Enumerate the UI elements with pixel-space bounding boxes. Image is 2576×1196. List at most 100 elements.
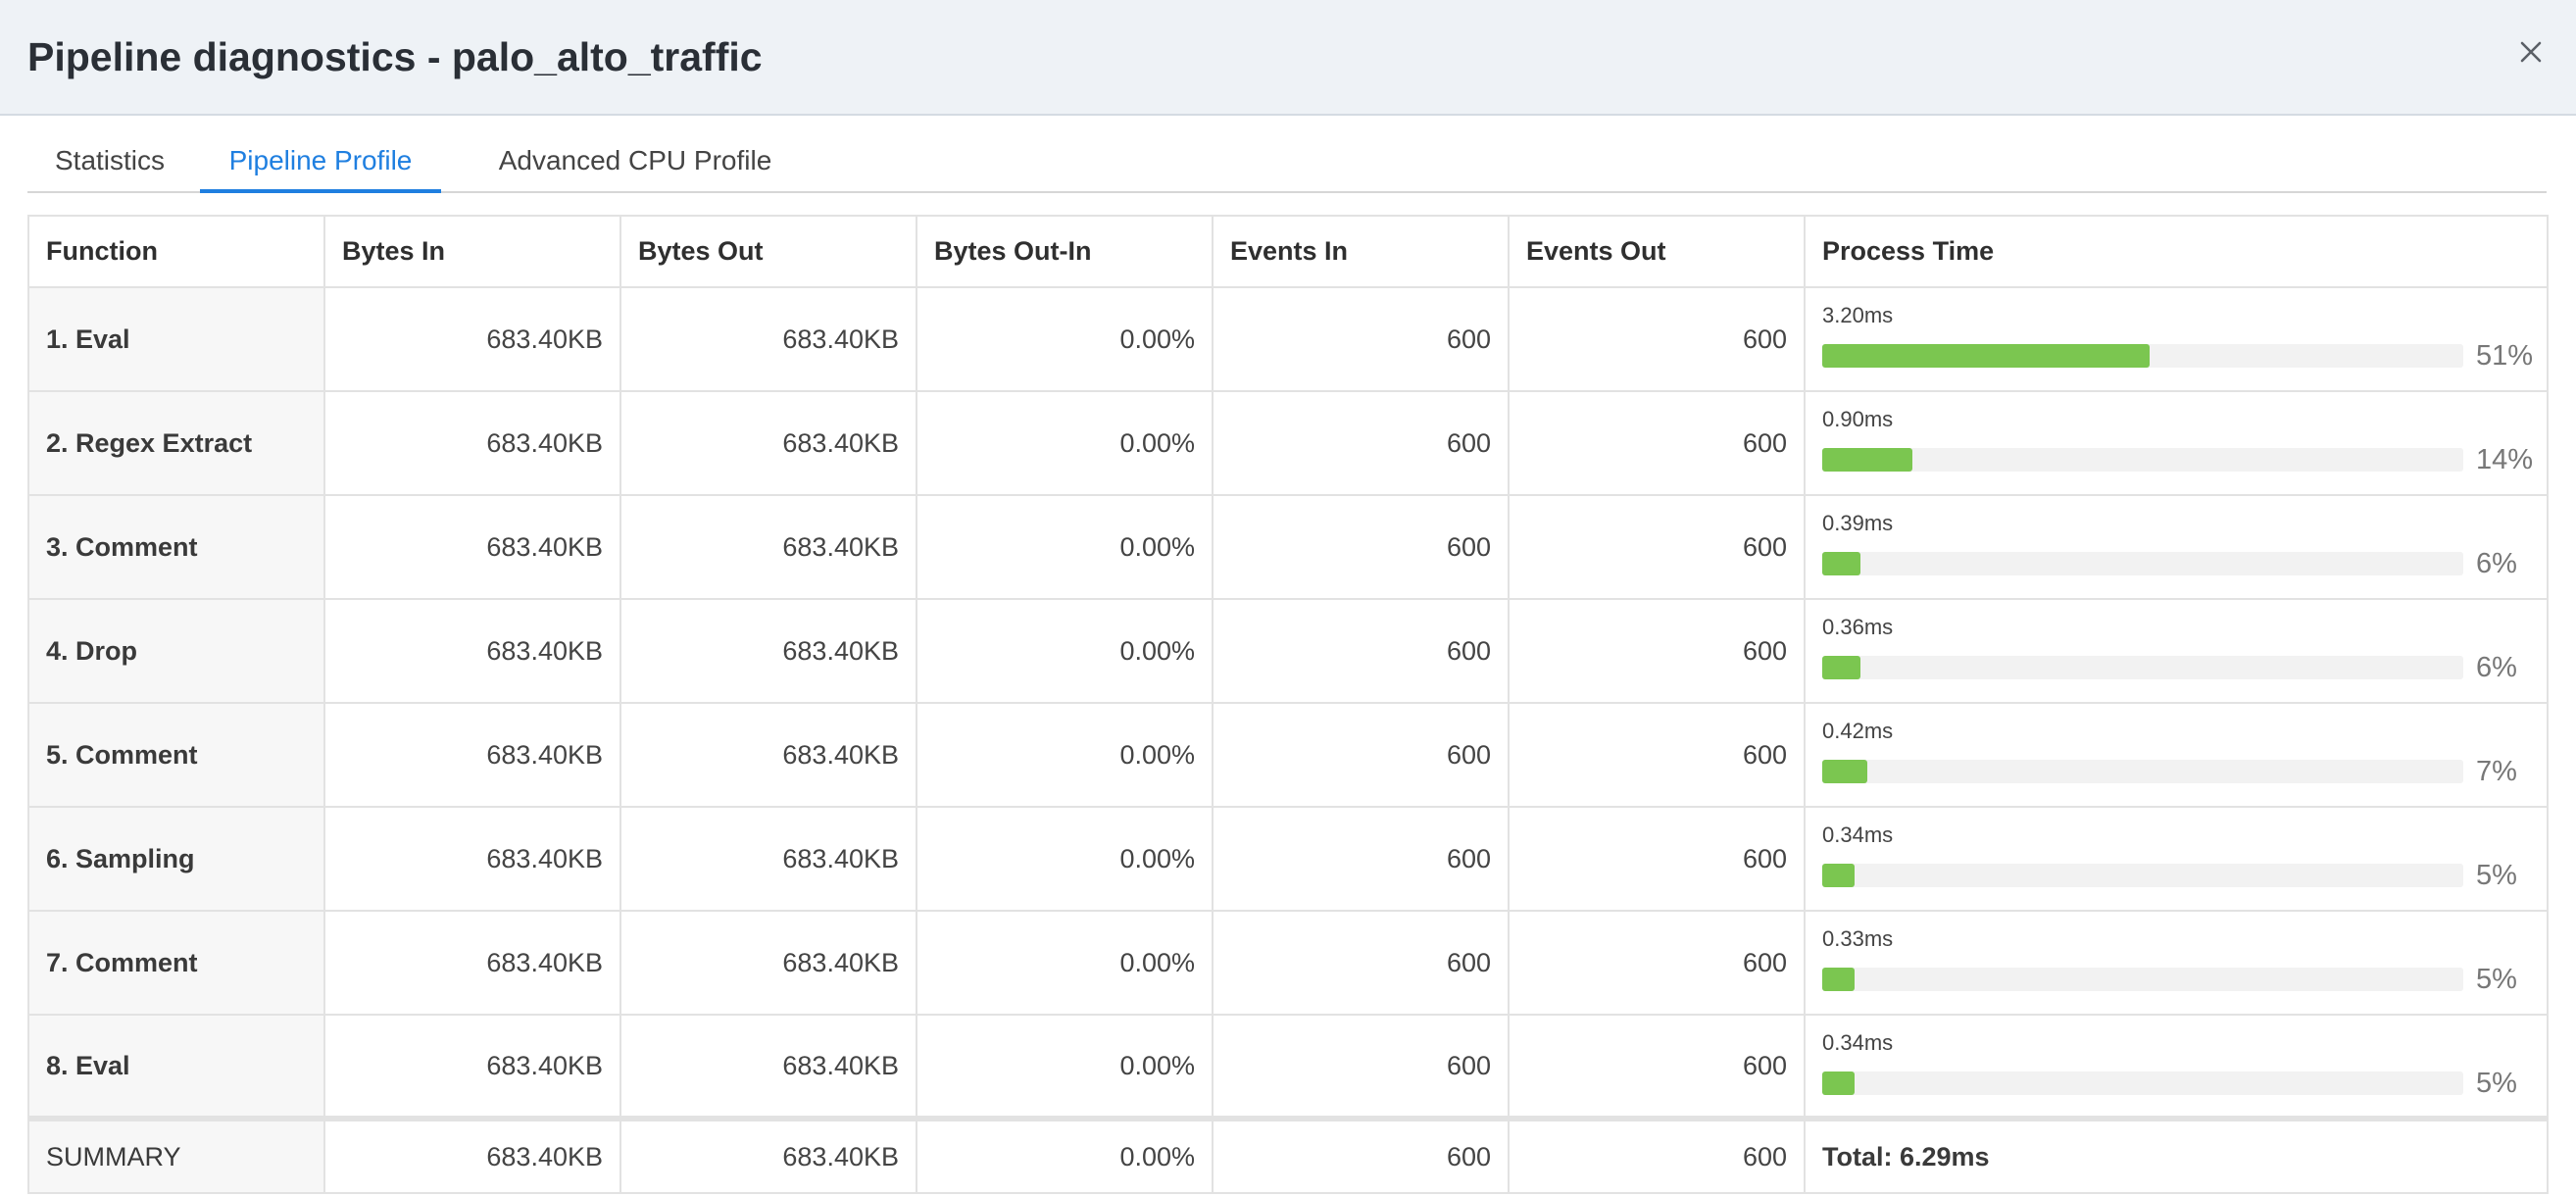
process-time-value: 0.34ms	[1822, 1030, 1894, 1055]
table-row[interactable]: 7. Comment 683.40KB 683.40KB 0.00% 600 600 0.3…	[27, 910, 2549, 1016]
process-time-cell: 0.33ms 5%	[1804, 910, 2549, 1016]
bytes-in-cell: 683.40KB	[323, 598, 621, 704]
events-in-cell: 600	[1212, 806, 1510, 912]
process-time-bar-track	[1822, 760, 2463, 783]
column-header-bytes-in: Bytes In	[323, 215, 621, 288]
table-row[interactable]: 3. Comment 683.40KB 683.40KB 0.00% 600 600 0.3…	[27, 494, 2549, 600]
bytes-out-cell: 683.40KB	[619, 910, 917, 1016]
process-time-cell: 0.36ms 6%	[1804, 598, 2549, 704]
events-in-cell: 600	[1212, 598, 1510, 704]
bytes-in-cell: 683.40KB	[323, 702, 621, 808]
process-time-cell: 0.39ms 6%	[1804, 494, 2549, 600]
summary-events-out: 600	[1508, 1116, 1806, 1194]
bytes-in-cell: 683.40KB	[323, 390, 621, 496]
dialog-header: Pipeline diagnostics - palo_alto_traffic	[0, 0, 2576, 116]
dialog-title: Pipeline diagnostics - palo_alto_traffic	[27, 34, 763, 79]
events-out-cell: 600	[1508, 806, 1806, 912]
process-time-percent: 6%	[2476, 652, 2517, 683]
function-name: 5. Comment	[27, 702, 325, 808]
process-time-cell: 3.20ms 51%	[1804, 286, 2549, 392]
bytes-out-cell: 683.40KB	[619, 806, 917, 912]
bytes-in-cell: 683.40KB	[323, 806, 621, 912]
table-row[interactable]: 2. Regex Extract 683.40KB 683.40KB 0.00% 600…	[27, 390, 2549, 496]
table-row[interactable]: 4. Drop 683.40KB 683.40KB 0.00% 600 600 0.36ms…	[27, 598, 2549, 704]
function-name: 3. Comment	[27, 494, 325, 600]
bytes-out-in-cell: 0.00%	[916, 286, 1214, 392]
bytes-out-in-cell: 0.00%	[916, 806, 1214, 912]
column-header-bytes-out-in: Bytes Out-In	[916, 215, 1214, 288]
table-row[interactable]: 5. Comment 683.40KB 683.40KB 0.00% 600 600 0.4…	[27, 702, 2549, 808]
process-time-cell: 0.42ms 7%	[1804, 702, 2549, 808]
process-time-value: 0.39ms	[1822, 511, 1894, 535]
process-time-bar-fill	[1822, 968, 1855, 991]
bytes-out-in-cell: 0.00%	[916, 494, 1214, 600]
process-time-bar-track	[1822, 656, 2463, 679]
bytes-out-cell: 683.40KB	[619, 494, 917, 600]
process-time-bar-fill	[1822, 760, 1867, 783]
process-time-percent: 5%	[2476, 860, 2517, 891]
summary-bytes-out-in: 0.00%	[916, 1116, 1214, 1194]
process-time-bar-fill	[1822, 656, 1861, 679]
events-out-cell: 600	[1508, 702, 1806, 808]
events-out-cell: 600	[1508, 910, 1806, 1016]
events-out-cell: 600	[1508, 494, 1806, 600]
process-time-value: 0.42ms	[1822, 719, 1894, 743]
process-time-percent: 5%	[2476, 964, 2517, 995]
process-time-cell: 0.90ms 14%	[1804, 390, 2549, 496]
process-time-bar-track	[1822, 864, 2463, 887]
function-name: 6. Sampling	[27, 806, 325, 912]
table-header-row: Function Bytes In Bytes Out Bytes Out-In…	[27, 215, 2549, 288]
bytes-out-in-cell: 0.00%	[916, 598, 1214, 704]
process-time-percent: 5%	[2476, 1068, 2517, 1099]
summary-total-process-time: Total: 6.29ms	[1804, 1116, 2549, 1194]
summary-label: SUMMARY	[27, 1116, 325, 1194]
events-in-cell: 600	[1212, 702, 1510, 808]
summary-events-in: 600	[1212, 1116, 1510, 1194]
bytes-out-cell: 683.40KB	[619, 598, 917, 704]
events-in-cell: 600	[1212, 390, 1510, 496]
column-header-events-in: Events In	[1212, 215, 1510, 288]
function-name: 2. Regex Extract	[27, 390, 325, 496]
events-out-cell: 600	[1508, 390, 1806, 496]
table-row[interactable]: 8. Eval 683.40KB 683.40KB 0.00% 600 600 0.34ms…	[27, 1014, 2549, 1120]
tab-pipeline-profile[interactable]: Pipeline Profile	[200, 116, 441, 193]
process-time-cell: 0.34ms 5%	[1804, 1014, 2549, 1120]
events-in-cell: 600	[1212, 910, 1510, 1016]
table-row[interactable]: 6. Sampling 683.40KB 683.40KB 0.00% 600 600 0.…	[27, 806, 2549, 912]
bytes-in-cell: 683.40KB	[323, 1014, 621, 1120]
process-time-percent: 7%	[2476, 756, 2517, 787]
pipeline-profile-table: Function Bytes In Bytes Out Bytes Out-In…	[27, 215, 2549, 1194]
bytes-out-in-cell: 0.00%	[916, 910, 1214, 1016]
tab-statistics[interactable]: Statistics	[54, 145, 166, 175]
bytes-out-in-cell: 0.00%	[916, 390, 1214, 496]
close-icon[interactable]	[2511, 32, 2551, 72]
process-time-percent: 6%	[2476, 548, 2517, 579]
process-time-bar-fill	[1822, 864, 1855, 887]
bytes-out-cell: 683.40KB	[619, 286, 917, 392]
events-in-cell: 600	[1212, 1014, 1510, 1120]
bytes-out-in-cell: 0.00%	[916, 702, 1214, 808]
events-in-cell: 600	[1212, 494, 1510, 600]
process-time-bar-track	[1822, 552, 2463, 575]
table-row[interactable]: 1. Eval 683.40KB 683.40KB 0.00% 600 600 3.20ms…	[27, 286, 2549, 392]
column-header-bytes-out: Bytes Out	[619, 215, 917, 288]
process-time-bar-fill	[1822, 344, 2150, 368]
process-time-bar-fill	[1822, 448, 1912, 472]
events-out-cell: 600	[1508, 1014, 1806, 1120]
process-time-percent: 51%	[2476, 340, 2534, 372]
process-time-cell: 0.34ms 5%	[1804, 806, 2549, 912]
summary-bytes-in: 683.40KB	[323, 1116, 621, 1194]
bytes-in-cell: 683.40KB	[323, 494, 621, 600]
process-time-bar-fill	[1822, 552, 1861, 575]
process-time-bar-fill	[1822, 1071, 1855, 1095]
function-name: 7. Comment	[27, 910, 325, 1016]
events-in-cell: 600	[1212, 286, 1510, 392]
summary-row: SUMMARY 683.40KB 683.40KB 0.00% 600 600 …	[27, 1116, 2549, 1194]
process-time-value: 0.90ms	[1822, 407, 1894, 431]
function-name: 8. Eval	[27, 1014, 325, 1120]
process-time-bar-track	[1822, 448, 2463, 472]
bytes-out-in-cell: 0.00%	[916, 1014, 1214, 1120]
bytes-out-cell: 683.40KB	[619, 390, 917, 496]
bytes-out-cell: 683.40KB	[619, 1014, 917, 1120]
tab-advanced-cpu-profile[interactable]: Advanced CPU Profile	[498, 145, 772, 175]
